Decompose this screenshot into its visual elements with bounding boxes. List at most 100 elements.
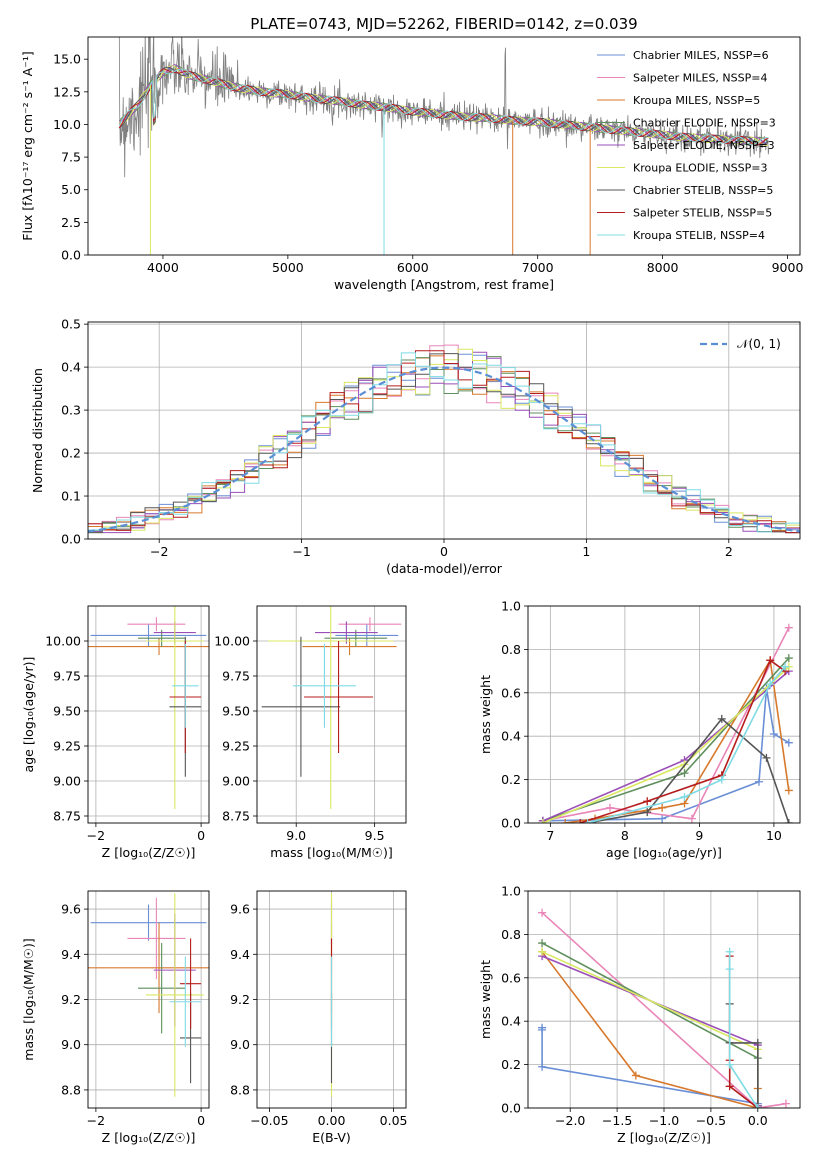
plot-area-weight-vs-age (538, 623, 793, 823)
y-tick-label: 0.0 (61, 532, 81, 547)
y-tick-label: 12.5 (53, 84, 81, 99)
weight-marker (605, 803, 614, 812)
weight-marker (725, 1082, 734, 1091)
axes-frame (87, 321, 801, 540)
histogram-3 (88, 356, 800, 534)
x-axis-label: wavelength [Angstrom, rest frame] (334, 277, 554, 292)
y-tick-label: 9.50 (222, 704, 250, 719)
weight-marker (725, 947, 734, 956)
weight-marker (583, 819, 592, 823)
legend-label-6: Chabrier STELIB, NSSP=5 (633, 184, 773, 197)
x-tick-label: 5000 (272, 260, 304, 275)
legend-label-5: Kroupa ELODIE, NSSP=3 (633, 162, 767, 175)
x-axis-label: mass [log₁₀(M/M☉)] (270, 845, 392, 860)
y-tick-label: 8.75 (53, 809, 81, 824)
weight-line-8 (728, 951, 759, 1108)
weight-marker (538, 939, 547, 948)
weight-marker (784, 654, 793, 663)
x-tick-label: 0 (197, 1113, 205, 1128)
y-tick-label: 1.0 (501, 884, 521, 899)
axes-frame (87, 605, 210, 824)
y-axis-label: age [log₁₀(age/yr)] (21, 657, 36, 773)
y-tick-label: 9.4 (61, 947, 81, 962)
x-tick-label: 0.05 (380, 1113, 408, 1128)
plot-area-weight-vs-Z (538, 908, 790, 1108)
x-axis-label: E(B-V) (312, 1130, 351, 1145)
weight-line-0 (541, 1027, 759, 1106)
y-tick-label: 9.2 (230, 992, 250, 1007)
x-tick-label: 0.00 (318, 1113, 346, 1128)
y-tick-label: 1.0 (501, 599, 521, 614)
chart-residuals: −2 −1 0 1 2 0.0 0.1 0.2 0.3 0.4 0.5 (data-model)/er… (30, 317, 801, 576)
y-tick-label: 9.50 (53, 704, 81, 719)
plot-area-mass-vs-Z (88, 893, 209, 1097)
errorbar-point-0 (90, 624, 207, 647)
weight-marker (538, 908, 547, 917)
y-axis-label: mass weight (478, 960, 493, 1039)
x-tick-label: 7000 (522, 260, 554, 275)
y-tick-label: 8.75 (222, 809, 250, 824)
model-spectrum-6 (118, 66, 769, 146)
chart-age-vs-Z: −2 0 8.75 9.00 9.25 9.50 9.75 10.00 Z [log₁₀(Z/Z… (21, 605, 210, 860)
y-tick-label: 9.00 (53, 774, 81, 789)
y-axis-label: Normed distribution (30, 368, 45, 493)
axes-frame (527, 890, 801, 1109)
histogram-8 (88, 352, 800, 533)
x-tick-label: −1 (292, 544, 310, 559)
y-tick-label: 9.4 (230, 947, 250, 962)
errorbar-point-4 (315, 621, 378, 644)
y-tick-label: 9.75 (53, 669, 81, 684)
weight-marker (725, 965, 734, 974)
weight-marker (538, 1025, 547, 1034)
chart-spectrum: 4000 5000 6000 7000 8000 9000 0.0 2.5 5.0 7.5 10.0… (20, 15, 803, 292)
normal-distribution-curve (88, 366, 800, 533)
y-tick-label: 0.4 (61, 360, 81, 375)
y-tick-label: 0.0 (501, 1101, 521, 1116)
errorbar-point-5 (267, 606, 394, 809)
weight-marker (658, 803, 667, 812)
x-axis-label: (data-model)/error (386, 561, 503, 576)
x-tick-label: 2 (725, 544, 733, 559)
y-tick-label: 0.3 (61, 403, 81, 418)
y-tick-label: 0.1 (61, 489, 81, 504)
legend-label-8: Kroupa STELIB, NSSP=4 (633, 229, 765, 242)
y-tick-label: 0.8 (501, 642, 521, 657)
y-tick-label: 0.2 (61, 446, 81, 461)
y-tick-label: 2.5 (61, 215, 81, 230)
plot-area-age-vs-mass (261, 606, 402, 809)
weight-marker (755, 777, 764, 786)
axes-frame (87, 890, 210, 1109)
errorbar-point-8 (169, 956, 202, 1047)
y-axis-label: mass weight (478, 675, 493, 754)
weight-marker (538, 947, 547, 956)
y-tick-label: 10.0 (53, 117, 81, 132)
y-tick-label: 8.8 (230, 1082, 250, 1097)
y-tick-label: 9.75 (222, 669, 250, 684)
x-tick-label: −2 (150, 544, 168, 559)
y-tick-label: 15.0 (53, 52, 81, 67)
x-tick-label: 0.0 (748, 1113, 768, 1128)
y-axis-label: Flux [fλ10⁻¹⁷ erg cm⁻² s⁻¹ A⁻¹] (20, 51, 35, 240)
x-tick-label: 8000 (647, 260, 679, 275)
legend-label-3: Chabrier ELODIE, NSSP=3 (633, 117, 776, 130)
weight-marker (538, 819, 547, 823)
chart-weight-vs-age: 7 8 9 10 0.0 0.2 0.4 0.6 0.8 1.0 age [log₁₀(age/yr… (478, 599, 801, 860)
chart-weight-vs-Z: −2.0 −1.5 −1.0 −0.5 0.0 0.0 0.2 0.4 0.6 0.8 1.0 Z [… (478, 884, 801, 1145)
model-spectrum-8 (118, 68, 769, 146)
errorbar-point-1 (127, 897, 186, 980)
errorbar-point-7 (180, 938, 202, 1029)
weight-line-3 (542, 657, 790, 822)
y-tick-label: 5.0 (61, 182, 81, 197)
weight-marker (753, 1104, 762, 1108)
y-tick-label: 0.2 (501, 1057, 521, 1072)
y-tick-label: 0.4 (501, 1014, 521, 1029)
x-tick-label: 0 (440, 544, 448, 559)
weight-line-1 (542, 627, 790, 822)
weight-line-1 (541, 912, 787, 1108)
y-tick-label: 10.00 (45, 634, 81, 649)
x-tick-label: 0 (197, 828, 205, 843)
errorbar-point-8 (293, 643, 356, 728)
weight-marker (784, 738, 793, 747)
chart-mass-vs-ebv: −0.05 0.00 0.05 8.8 9.0 9.2 9.4 9.6 E(B-V) (230, 890, 408, 1145)
y-tick-label: 0.0 (61, 248, 81, 263)
